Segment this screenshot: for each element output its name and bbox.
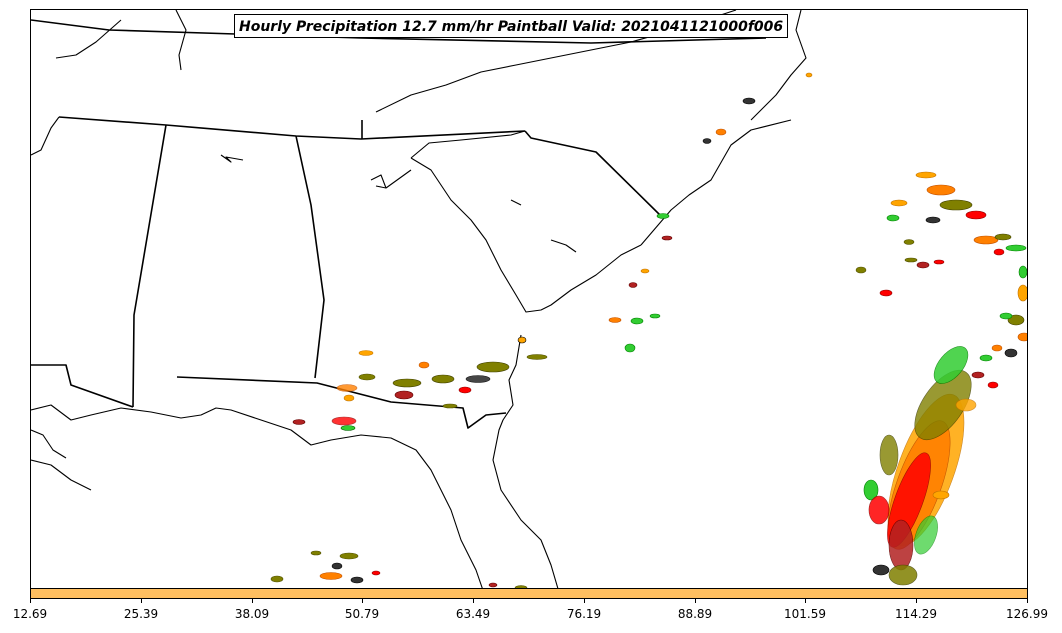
state-boundaries — [31, 19, 767, 429]
colorbar-tick-label: 12.69 — [12, 607, 48, 621]
colorbar-tick-label: 88.89 — [677, 607, 713, 621]
coastlines — [31, 10, 807, 597]
colorbar-tick-mark — [695, 599, 696, 603]
colorbar-tick-label: 101.59 — [784, 607, 826, 621]
map-plot-area — [30, 9, 1028, 598]
precipitation-paintballs — [270, 72, 1027, 591]
colorbar-tick-label: 76.19 — [566, 607, 602, 621]
colorbar-tick-mark — [1027, 599, 1028, 603]
colorbar-tick-label: 63.49 — [455, 607, 491, 621]
colorbar-tick-label: 38.09 — [234, 607, 270, 621]
colorbar-tick-mark — [362, 599, 363, 603]
colorbar-tick-label: 114.29 — [895, 607, 937, 621]
colorbar — [30, 588, 1028, 599]
colorbar-tick-mark — [584, 599, 585, 603]
colorbar-tick-mark — [141, 599, 142, 603]
colorbar-tick-mark — [30, 599, 31, 603]
colorbar-tick-mark — [473, 599, 474, 603]
colorbar-tick-label: 25.39 — [123, 607, 159, 621]
colorbar-tick-label: 126.99 — [1006, 607, 1048, 621]
colorbar-tick-mark — [252, 599, 253, 603]
colorbar-tick-mark — [805, 599, 806, 603]
colorbar-tick-mark — [916, 599, 917, 603]
map-title: Hourly Precipitation 12.7 mm/hr Paintbal… — [234, 14, 789, 38]
map-canvas — [31, 10, 1027, 597]
colorbar-tick-label: 50.79 — [344, 607, 380, 621]
